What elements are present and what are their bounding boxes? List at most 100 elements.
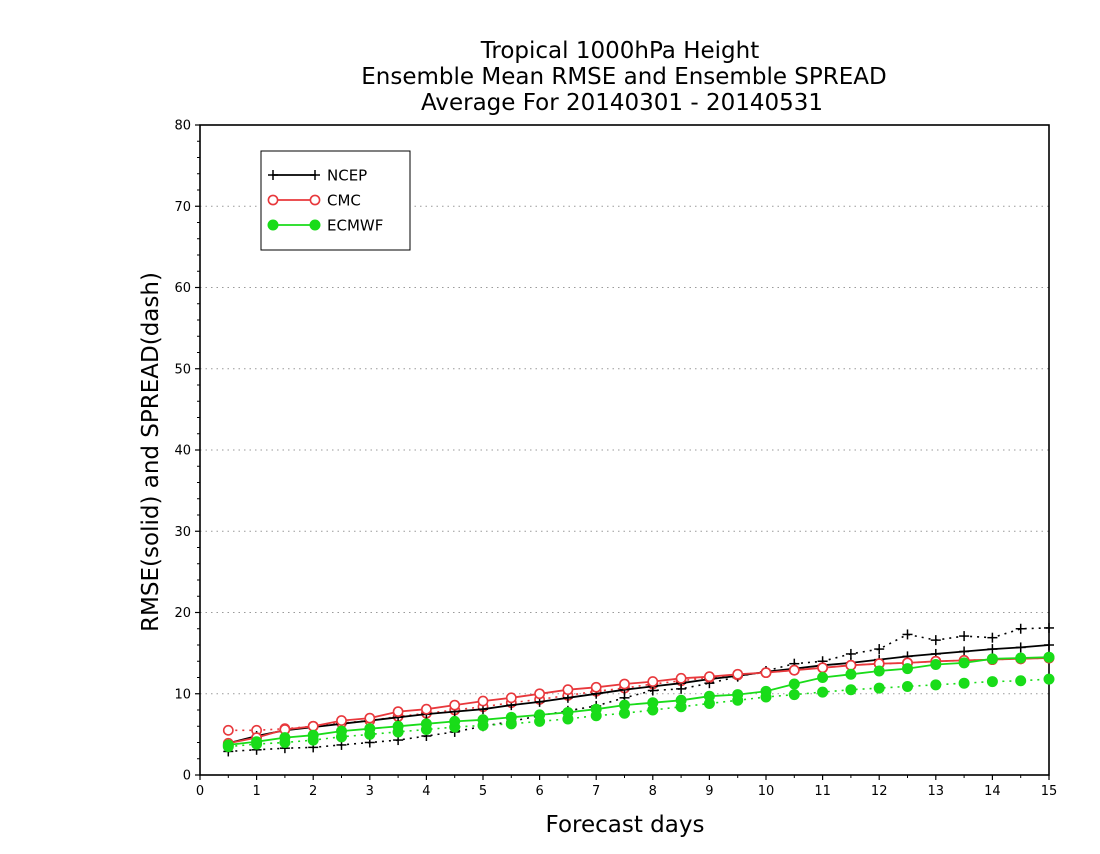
series-cmc-rmse-point bbox=[420, 703, 432, 715]
x-tick-label-7: 7 bbox=[592, 784, 600, 799]
legend-marker-start bbox=[268, 170, 278, 180]
series-ncep-spread-point bbox=[1015, 623, 1026, 634]
legend-item-ecmwf: ECMWF bbox=[267, 217, 383, 235]
series-cmc-rmse-point bbox=[505, 692, 517, 704]
y-tick-label-20: 20 bbox=[174, 606, 191, 621]
series-ecmwf-rmse-point bbox=[1015, 652, 1027, 664]
series-ecmwf-rmse-point bbox=[845, 668, 857, 680]
series-ecmwf-spread-point bbox=[930, 679, 942, 691]
series-cmc-rmse-point bbox=[788, 664, 800, 676]
series-ecmwf-rmse-point bbox=[675, 694, 687, 706]
series-cmc-rmse-point bbox=[392, 706, 404, 718]
series-ecmwf-rmse-line bbox=[228, 656, 1050, 746]
series-ecmwf-rmse-point bbox=[279, 732, 291, 744]
series-ecmwf-rmse-point bbox=[788, 678, 800, 690]
x-tick-label-6: 6 bbox=[535, 784, 543, 799]
series-ncep-rmse-point bbox=[987, 644, 998, 655]
series-cmc-rmse-point bbox=[562, 684, 574, 696]
series-ecmwf-rmse-point bbox=[986, 653, 998, 665]
x-tick-label-12: 12 bbox=[871, 784, 888, 799]
series-ecmwf-rmse-point bbox=[590, 703, 602, 715]
x-axis-title: Forecast days bbox=[546, 812, 705, 838]
series-ncep-rmse-line bbox=[228, 644, 1050, 745]
y-axis-title: RMSE(solid) and SPREAD(dash) bbox=[138, 272, 164, 632]
series-ecmwf-rmse-point bbox=[251, 736, 263, 748]
series-ecmwf-rmse-point bbox=[619, 699, 630, 711]
y-tick-label-80: 80 bbox=[174, 119, 191, 134]
y-tick-label-70: 70 bbox=[174, 200, 191, 215]
legend-label-cmc: CMC bbox=[327, 192, 361, 210]
series-ecmwf-rmse-point bbox=[392, 720, 404, 732]
x-tick-label-14: 14 bbox=[984, 784, 1001, 799]
y-tick-label-50: 50 bbox=[174, 362, 191, 377]
series-cmc-rmse-point bbox=[647, 676, 659, 687]
series-ecmwf-rmse-point bbox=[703, 690, 715, 702]
series-ecmwf-rmse-point bbox=[222, 739, 234, 751]
series-ecmwf-rmse bbox=[222, 651, 1055, 751]
series-cmc-rmse-point bbox=[845, 659, 857, 671]
x-tick-label-2: 2 bbox=[309, 784, 317, 799]
series-ecmwf-rmse-point bbox=[364, 723, 376, 735]
series-ecmwf-rmse-point bbox=[930, 659, 942, 670]
legend-marker-end bbox=[309, 194, 321, 206]
chart-title-line-2: Ensemble Mean RMSE and Ensemble SPREAD bbox=[361, 64, 886, 90]
y-tick-label-0: 0 bbox=[183, 769, 191, 784]
series-ncep-spread-point bbox=[987, 632, 998, 643]
x-tick-label-3: 3 bbox=[366, 784, 374, 799]
series-ecmwf-rmse-point bbox=[534, 709, 546, 721]
legend-item-ncep: NCEP bbox=[268, 167, 367, 185]
series-ncep-spread-line bbox=[228, 627, 1050, 753]
series-ecmwf-rmse-point bbox=[732, 689, 744, 701]
series-ecmwf-spread-point bbox=[817, 686, 829, 698]
legend: NCEP CMC ECMWF bbox=[260, 150, 411, 251]
x-tick-label-13: 13 bbox=[928, 784, 945, 799]
series-ecmwf-spread-line bbox=[228, 678, 1050, 748]
x-tick-label-9: 9 bbox=[705, 784, 713, 799]
series-ecmwf-rmse-point bbox=[420, 718, 432, 730]
series-ecmwf-spread-point bbox=[958, 677, 970, 689]
x-tick-label-8: 8 bbox=[649, 784, 657, 799]
series-ecmwf-rmse-point bbox=[307, 729, 319, 741]
series-cmc-rmse-point bbox=[732, 668, 744, 680]
series-ncep-spread-point bbox=[845, 648, 856, 659]
series-ncep-spread-point bbox=[874, 644, 885, 655]
series-ecmwf-rmse-point bbox=[505, 711, 517, 723]
series-ecmwf-rmse-point bbox=[760, 685, 772, 697]
series-cmc-rmse-point bbox=[336, 715, 347, 726]
x-tick-label-10: 10 bbox=[758, 784, 775, 799]
series-ncep-spread-point bbox=[930, 635, 941, 646]
x-tick-label-4: 4 bbox=[422, 784, 430, 799]
series-ecmwf-rmse-point bbox=[958, 657, 970, 669]
series-cmc-rmse-point bbox=[307, 720, 319, 732]
chart-title-line-1: Tropical 1000hPa Height bbox=[480, 38, 760, 64]
series-cmc-rmse-point bbox=[477, 695, 489, 707]
series-cmc-rmse-point bbox=[675, 672, 687, 684]
series-ecmwf-rmse-point bbox=[647, 697, 659, 709]
series-ecmwf-rmse-point bbox=[449, 715, 461, 727]
series-cmc-rmse-point bbox=[364, 712, 376, 724]
series-ecmwf-rmse-point bbox=[562, 706, 574, 718]
series-ecmwf-rmse-point bbox=[1043, 651, 1055, 663]
series-ecmwf-spread-point bbox=[1043, 673, 1055, 685]
chart-title: Tropical 1000hPa Height Ensemble Mean RM… bbox=[361, 38, 886, 116]
series-ncep-spread-point bbox=[1044, 622, 1054, 633]
series-cmc-spread-point bbox=[222, 724, 234, 736]
series-ecmwf-rmse-point bbox=[817, 672, 829, 683]
series-ncep-rmse-point bbox=[1044, 640, 1054, 650]
series-ecmwf-spread bbox=[222, 673, 1055, 753]
y-tick-label-40: 40 bbox=[174, 444, 191, 459]
series-cmc-rmse-point bbox=[449, 699, 461, 711]
series-ecmwf-rmse-point bbox=[902, 663, 913, 675]
legend-marker-end bbox=[310, 170, 320, 180]
x-tick-label-11: 11 bbox=[814, 784, 831, 799]
series-ecmwf-rmse-point bbox=[336, 725, 347, 737]
y-tick-label-60: 60 bbox=[174, 281, 191, 296]
series-ecmwf-rmse-point bbox=[873, 665, 885, 677]
series-cmc-rmse-point bbox=[760, 667, 772, 679]
series-cmc-rmse-point bbox=[590, 681, 602, 693]
legend-marker-end bbox=[309, 219, 321, 231]
x-tick-label-0: 0 bbox=[196, 784, 204, 799]
